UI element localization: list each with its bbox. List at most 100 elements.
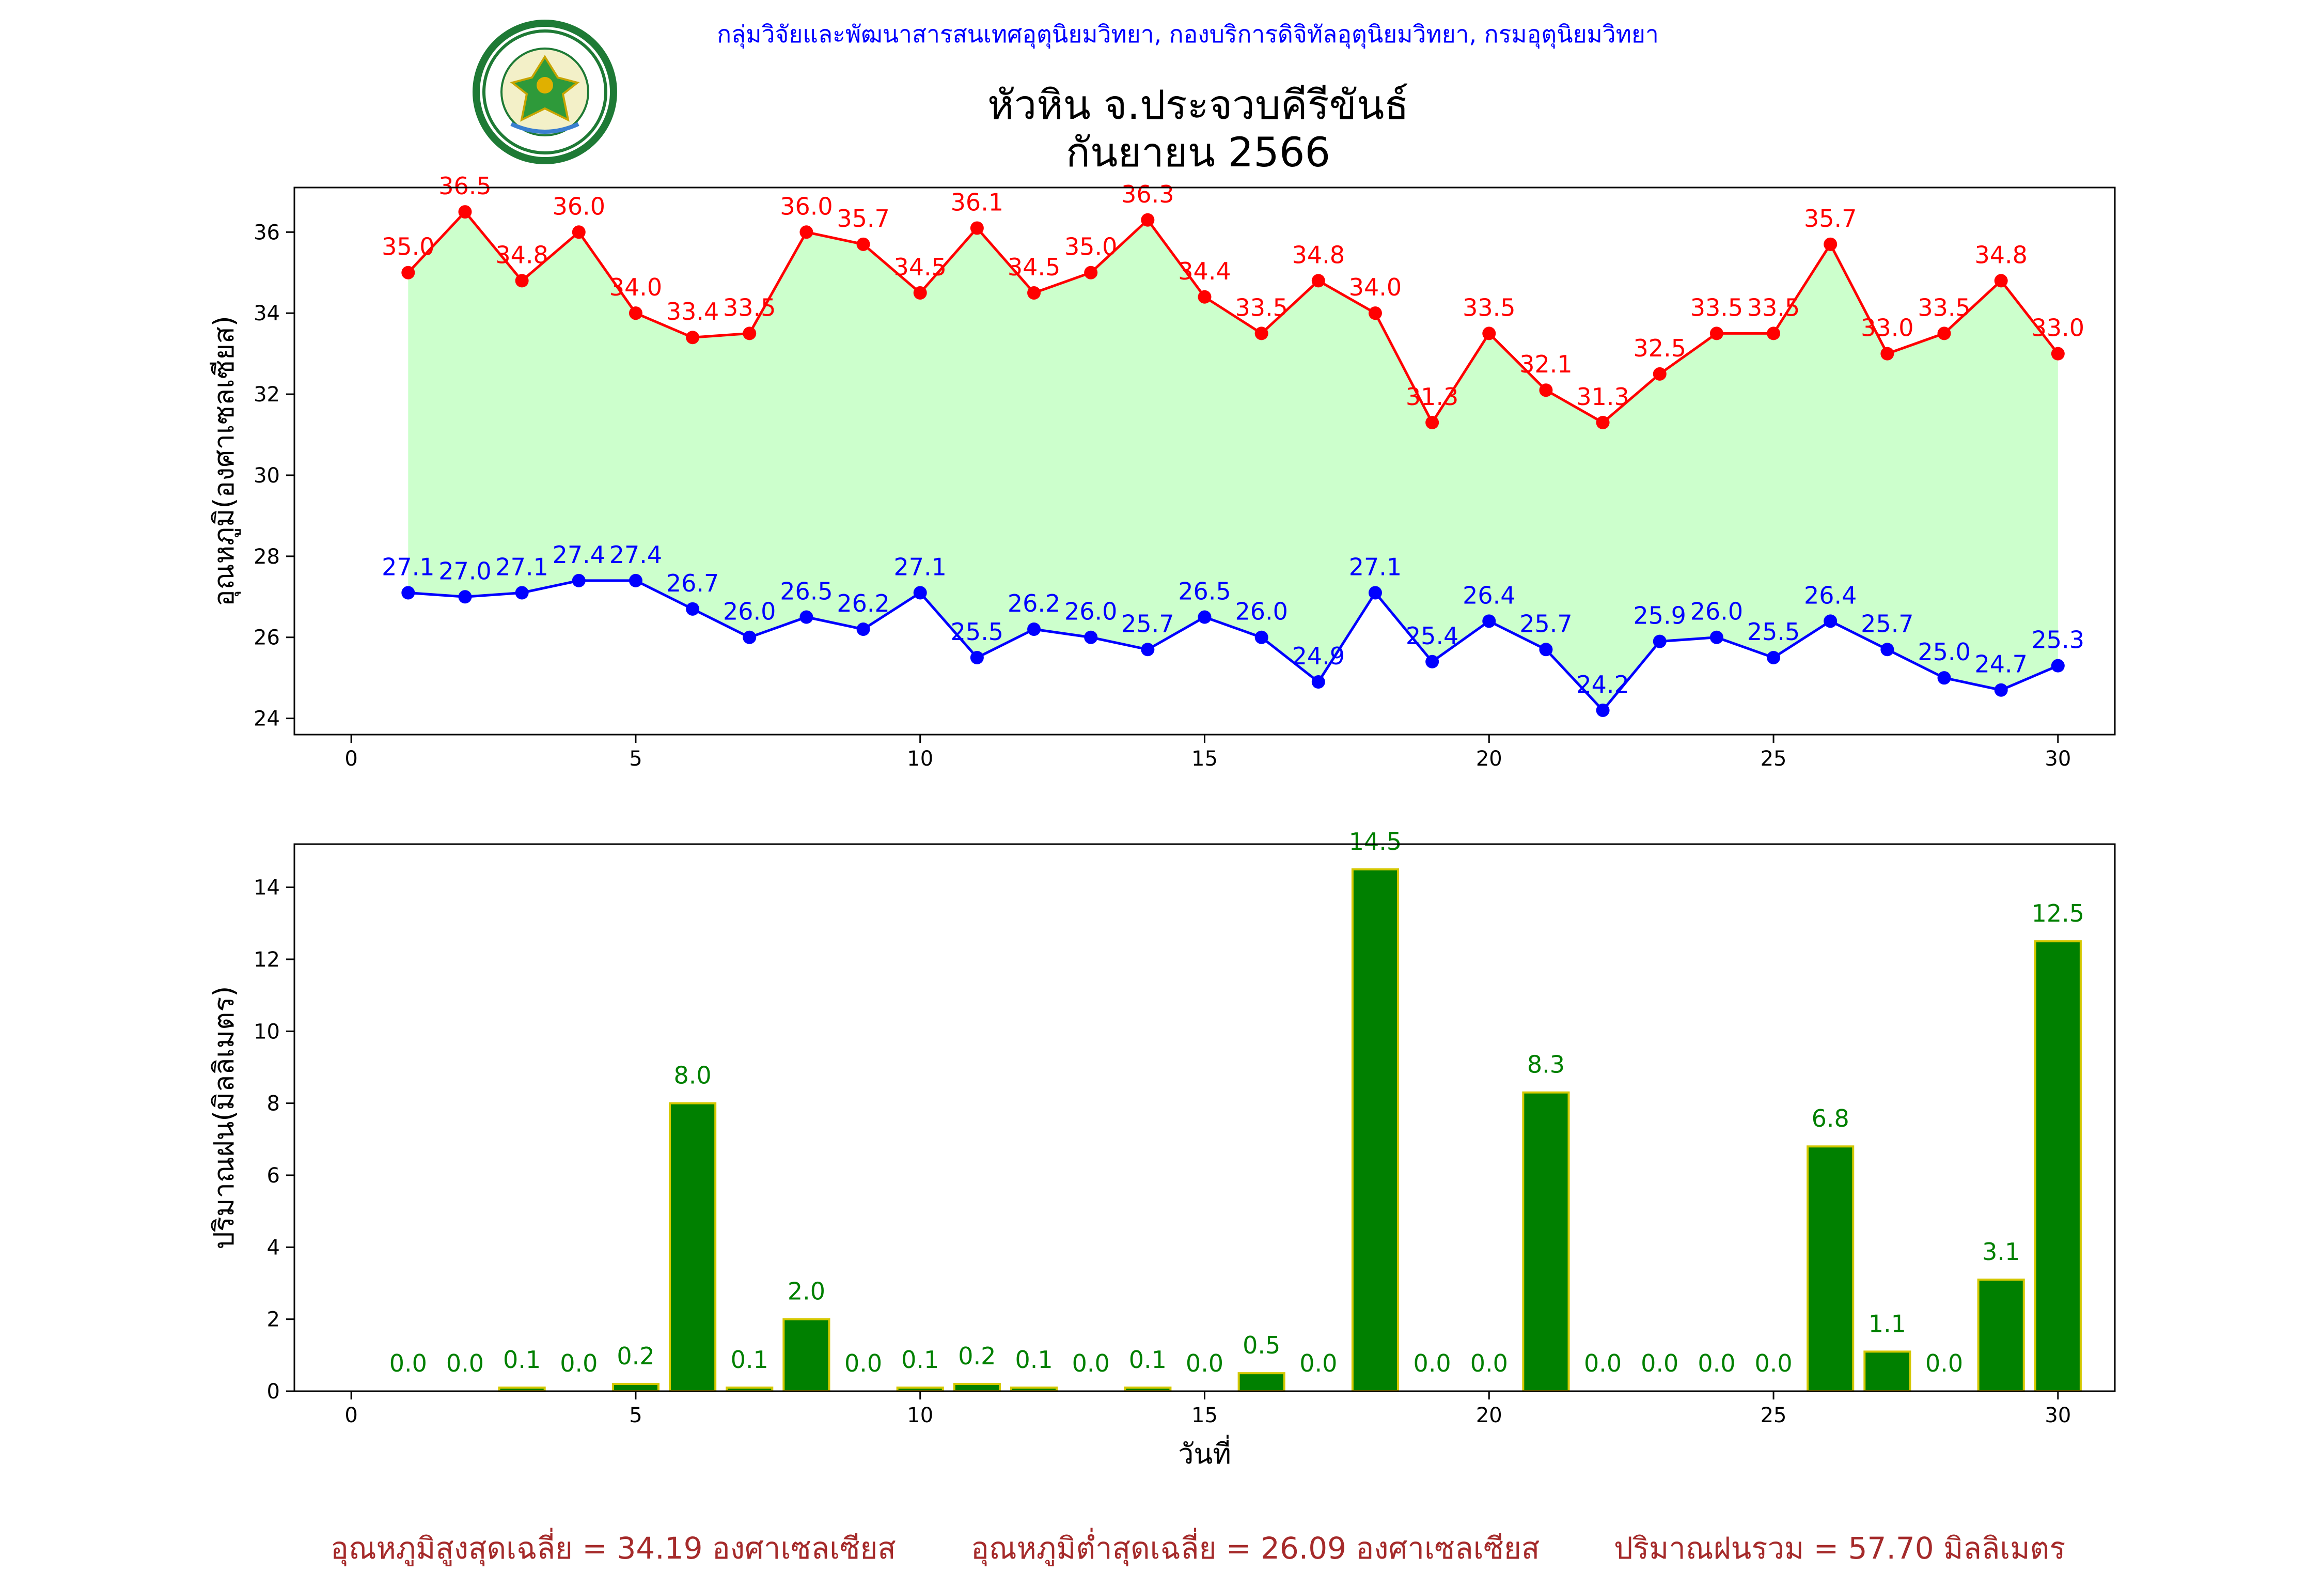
x-tick-label: 20 <box>1476 1404 1502 1427</box>
min-temperature-point <box>2051 659 2065 673</box>
meteorological-department-seal-icon <box>473 20 617 164</box>
min-temperature-data-label: 26.5 <box>1178 578 1231 605</box>
y-axis-label: ปริมาณฝน(มิลลิเมตร) <box>208 986 240 1250</box>
max-temperature-data-label: 36.0 <box>780 192 833 220</box>
min-temperature-data-label: 25.5 <box>1747 618 1800 646</box>
y-tick-label: 14 <box>254 876 280 900</box>
min-temperature-point <box>970 650 984 664</box>
min-temperature-point <box>401 586 415 600</box>
x-axis-label: วันที่ <box>1178 1435 1231 1470</box>
max-temperature-point <box>1596 415 1610 429</box>
min-temperature-data-label: 25.7 <box>1121 610 1174 637</box>
max-temperature-point <box>1254 326 1268 340</box>
max-temperature-data-label: 36.5 <box>438 172 491 200</box>
x-tick-label: 15 <box>1191 1404 1218 1427</box>
min-temperature-data-label: 27.4 <box>553 541 605 569</box>
max-temperature-point <box>1709 326 1723 340</box>
x-tick-label: 5 <box>629 747 642 771</box>
max-temperature-point <box>515 274 529 288</box>
min-temperature-data-label: 25.7 <box>1861 610 1913 637</box>
max-temperature-point <box>1368 306 1382 320</box>
min-temperature-data-label: 27.0 <box>438 557 491 585</box>
x-tick-label: 30 <box>2045 747 2071 771</box>
max-temperature-point <box>799 225 813 239</box>
max-temperature-data-label: 33.5 <box>1235 293 1287 321</box>
max-temperature-data-label: 36.1 <box>951 188 1003 216</box>
min-temperature-data-label: 26.2 <box>1008 589 1060 617</box>
max-temperature-point <box>970 221 984 235</box>
y-tick-label: 6 <box>267 1164 280 1188</box>
min-temperature-data-label: 26.4 <box>1804 581 1857 609</box>
rainfall-data-label: 0.1 <box>1129 1346 1167 1374</box>
rainfall-data-label: 6.8 <box>1812 1104 1849 1132</box>
max-temperature-data-label: 32.1 <box>1519 350 1572 378</box>
max-temperature-point <box>2051 347 2065 361</box>
min-temperature-point <box>743 630 757 644</box>
y-tick-label: 4 <box>267 1236 280 1259</box>
max-temperature-data-label: 33.0 <box>1861 314 1913 342</box>
min-temperature-point <box>1596 703 1610 717</box>
x-tick-label: 10 <box>907 747 933 771</box>
rainfall-bar <box>1863 1350 1911 1392</box>
rainfall-data-label: 0.0 <box>1186 1349 1223 1377</box>
min-temperature-point <box>1767 650 1781 664</box>
max-temperature-point <box>1027 286 1041 300</box>
y-axis-label: อุณหภูมิ(องศาเซลเซียส) <box>208 316 241 606</box>
max-temperature-point <box>743 326 757 340</box>
max-temperature-data-label: 34.5 <box>894 253 947 281</box>
min-temperature-point <box>686 602 700 616</box>
max-temperature-data-label: 33.4 <box>666 298 719 325</box>
rainfall-data-label: 3.1 <box>1982 1238 2020 1266</box>
min-temperature-point <box>1311 675 1325 689</box>
min-temperature-data-label: 27.4 <box>609 541 662 569</box>
max-temperature-point <box>913 286 927 300</box>
max-temperature-data-label: 32.5 <box>1634 334 1686 362</box>
min-temperature-point <box>1141 643 1155 657</box>
rainfall-data-label: 0.1 <box>901 1346 939 1374</box>
temperature-chart: 0 5 10 15 20 25 30 24 26 28 30 32 34 36 อุณหภูมิ(องศาเ… <box>208 172 2116 771</box>
x-tick-label: 0 <box>344 747 357 771</box>
min-temperature-data-label: 26.0 <box>1235 598 1287 626</box>
max-temperature-data-label: 33.5 <box>723 293 776 321</box>
y-tick-label: 2 <box>267 1308 280 1332</box>
y-tick-label: 30 <box>254 464 280 488</box>
rainfall-data-label: 0.0 <box>1925 1349 1963 1377</box>
max-temperature-point <box>629 306 642 320</box>
rainfall-bar <box>953 1383 1001 1392</box>
chart-title: หัวหิน จ.ประจวบคีรีขันธ์ กันยายน 2566 <box>671 82 1725 177</box>
rainfall-data-label: 8.3 <box>1527 1051 1565 1079</box>
y-tick-label: 34 <box>254 302 280 325</box>
max-temperature-point <box>458 205 472 219</box>
min-temperature-data-label: 26.4 <box>1463 581 1515 609</box>
min-temperature-point <box>515 586 529 600</box>
x-tick-label: 0 <box>344 1404 357 1427</box>
temperature-range-fill <box>408 212 2058 710</box>
min-temperature-point <box>1880 643 1894 657</box>
rainfall-data-label: 0.0 <box>560 1349 598 1377</box>
min-temperature-data-label: 27.1 <box>894 553 947 581</box>
min-temperature-data-label: 25.3 <box>2032 626 2084 654</box>
x-tick-label: 10 <box>907 1404 933 1427</box>
rainfall-bar <box>1351 868 1400 1393</box>
x-tick-label: 5 <box>629 1404 642 1427</box>
max-temperature-point <box>1994 274 2008 288</box>
max-temperature-data-label: 33.0 <box>2032 314 2084 342</box>
avg-min-summary: อุณหภูมิต่ำสุดเฉลี่ย = 26.09 องศาเซลเซีย… <box>971 1531 1540 1566</box>
min-temperature-point <box>629 573 642 587</box>
y-tick-label: 28 <box>254 545 280 569</box>
rainfall-data-label: 0.1 <box>731 1346 768 1374</box>
min-temperature-data-label: 25.0 <box>1918 638 1970 666</box>
y-tick-label: 36 <box>254 221 280 244</box>
min-temperature-point <box>913 586 927 600</box>
rainfall-data-label: 14.5 <box>1349 828 1402 855</box>
min-temperature-data-label: 26.2 <box>837 589 889 617</box>
max-temperature-point <box>1880 347 1894 361</box>
rainfall-chart: 0 5 10 15 20 25 30 0 2 4 6 8 10 12 14 ปริมาณฝน(มิลลิเมต… <box>208 828 2116 1470</box>
x-tick-label: 25 <box>1761 747 1787 771</box>
max-temperature-data-label: 33.5 <box>1747 293 1800 321</box>
min-temperature-data-label: 27.1 <box>382 553 434 581</box>
min-temperature-data-label: 25.9 <box>1634 602 1686 630</box>
month-title: กันยายน 2566 <box>1065 130 1331 176</box>
min-temperature-data-label: 26.0 <box>723 598 776 626</box>
